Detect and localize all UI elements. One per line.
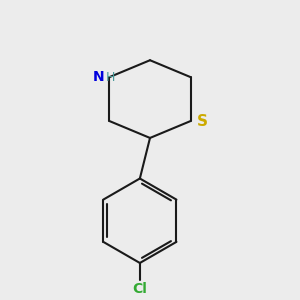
Text: S: S	[197, 114, 208, 129]
Text: N: N	[93, 70, 104, 84]
Text: H: H	[105, 70, 115, 84]
Text: Cl: Cl	[132, 282, 147, 296]
